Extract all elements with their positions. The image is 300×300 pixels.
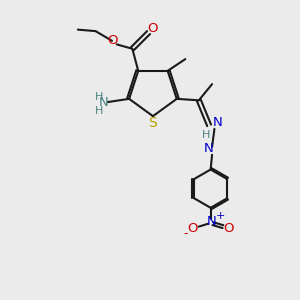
Text: -: - <box>183 227 188 240</box>
Text: H: H <box>201 130 210 140</box>
Text: H: H <box>94 106 103 116</box>
Text: +: + <box>215 211 225 221</box>
Text: O: O <box>224 222 234 235</box>
Text: S: S <box>148 116 157 130</box>
Text: O: O <box>188 222 198 235</box>
Text: H: H <box>94 92 103 102</box>
Text: O: O <box>107 34 117 47</box>
Text: N: N <box>99 96 108 109</box>
Text: N: N <box>204 142 213 155</box>
Text: O: O <box>148 22 158 35</box>
Text: N: N <box>212 116 222 130</box>
Text: N: N <box>207 215 217 228</box>
